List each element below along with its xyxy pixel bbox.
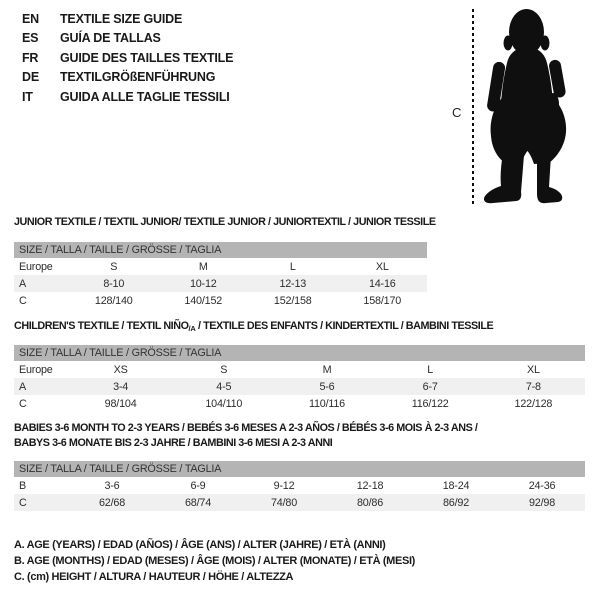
- size-cell: 14-16: [368, 277, 396, 290]
- row-label: A: [19, 380, 27, 393]
- footnote-b: B. AGE (MONTHS) / EDAD (MESES) / ÂGE (MO…: [14, 555, 415, 567]
- size-cell: XL: [526, 363, 540, 376]
- size-bar-label: SIZE / TALLA / TAILLE / GRÖSSE / TAGLIA: [14, 242, 427, 258]
- size-cell: 7-8: [525, 380, 541, 393]
- height-dashed-line: [472, 9, 474, 205]
- size-cell: 68/74: [184, 496, 212, 509]
- size-cell: 8-10: [103, 277, 125, 290]
- language-title: TEXTILE SIZE GUIDE: [60, 11, 183, 26]
- size-cell: XL: [375, 260, 389, 273]
- row-label: A: [19, 277, 27, 290]
- height-measure-c-label: C: [452, 105, 462, 120]
- size-cell: 12-18: [356, 479, 384, 492]
- size-cell: M: [198, 260, 208, 273]
- children-heading-prefix: CHILDREN'S TEXTILE / TEXTIL NIÑO: [14, 320, 189, 332]
- size-bar-row: SIZE / TALLA / TAILLE / GRÖSSE / TAGLIA: [14, 242, 427, 258]
- size-cell: 4-5: [216, 380, 232, 393]
- language-code: ES: [22, 31, 39, 46]
- size-cell: 10-12: [189, 277, 217, 290]
- language-title: GUIDE DES TAILLES TEXTILE: [60, 50, 234, 65]
- size-cell: 98/104: [104, 397, 137, 410]
- row-label: B: [19, 479, 27, 492]
- size-cell: 62/68: [98, 496, 126, 509]
- size-cell: M: [322, 363, 332, 376]
- language-row-fr: FR GUIDE DES TAILLES TEXTILE: [22, 48, 233, 68]
- size-cell: 122/128: [514, 397, 553, 410]
- children-size-table: SIZE / TALLA / TAILLE / GRÖSSE / TAGLIA …: [14, 345, 585, 412]
- size-cell: 80/86: [356, 496, 384, 509]
- junior-row-europe: Europe S M L XL: [14, 258, 427, 275]
- size-cell: L: [427, 363, 434, 376]
- row-label: C: [19, 496, 27, 509]
- size-cell: 24-36: [528, 479, 556, 492]
- children-row-europe: Europe XS S M L XL: [14, 361, 585, 378]
- children-heading-subscript: /A: [188, 324, 196, 333]
- size-cell: 5-6: [319, 380, 335, 393]
- size-cell: L: [289, 260, 296, 273]
- children-row-a: A 3-4 4-5 5-6 6-7 7-8: [14, 378, 585, 395]
- size-cell: 110/116: [308, 397, 345, 410]
- language-title: GUIDA ALLE TAGLIE TESSILI: [60, 89, 230, 104]
- size-bar-label: SIZE / TALLA / TAILLE / GRÖSSE / TAGLIA: [14, 461, 585, 477]
- children-section-heading: CHILDREN'S TEXTILE / TEXTIL NIÑO/A / TEX…: [14, 319, 494, 337]
- size-cell: 116/122: [411, 397, 449, 410]
- language-code: DE: [22, 70, 39, 85]
- size-cell: 128/140: [94, 294, 133, 307]
- size-bar-row: SIZE / TALLA / TAILLE / GRÖSSE / TAGLIA: [14, 345, 585, 361]
- babies-heading-line1: BABIES 3-6 MONTH TO 2-3 YEARS / BEBÉS 3-…: [14, 422, 478, 434]
- babies-section-heading: BABIES 3-6 MONTH TO 2-3 YEARS / BEBÉS 3-…: [14, 421, 478, 450]
- size-cell: 3-4: [113, 380, 129, 393]
- footnote-a: A. AGE (YEARS) / EDAD (AÑOS) / ÂGE (ANS)…: [14, 539, 386, 551]
- size-cell: 152/158: [273, 294, 312, 307]
- size-bar-label: SIZE / TALLA / TAILLE / GRÖSSE / TAGLIA: [14, 345, 585, 361]
- junior-row-a: A 8-10 10-12 12-13 14-16: [14, 275, 427, 292]
- footnote-block: A. AGE (YEARS) / EDAD (AÑOS) / ÂGE (ANS)…: [14, 537, 415, 585]
- language-title: GUÍA DE TALLAS: [60, 31, 161, 46]
- babies-row-c: C 62/68 68/74 74/80 80/86 86/92 92/98: [14, 494, 585, 511]
- size-cell: 12-13: [279, 277, 307, 290]
- row-label: Europe: [19, 260, 53, 273]
- footnote-c: C. (cm) HEIGHT / ALTURA / HAUTEUR / HÖHE…: [14, 571, 294, 583]
- size-cell: 6-9: [190, 479, 206, 492]
- row-label: C: [19, 294, 27, 307]
- size-cell: S: [110, 260, 118, 273]
- junior-row-c: C 128/140 140/152 152/158 158/170: [14, 292, 427, 309]
- size-cell: 86/92: [442, 496, 470, 509]
- language-row-de: DE TEXTILGRÖßENFÜHRUNG: [22, 68, 233, 88]
- size-cell: S: [220, 363, 228, 376]
- language-row-it: IT GUIDA ALLE TAGLIE TESSILI: [22, 87, 233, 107]
- baby-silhouette-icon: [483, 9, 567, 204]
- size-cell: 92/98: [528, 496, 556, 509]
- children-row-c: C 98/104 104/110 110/116 116/122 122/128: [14, 395, 585, 412]
- size-cell: 104/110: [205, 397, 243, 410]
- size-cell: 3-6: [104, 479, 120, 492]
- junior-size-table: SIZE / TALLA / TAILLE / GRÖSSE / TAGLIA …: [14, 242, 427, 309]
- babies-row-b: B 3-6 6-9 9-12 12-18 18-24 24-36: [14, 477, 585, 494]
- size-bar-row: SIZE / TALLA / TAILLE / GRÖSSE / TAGLIA: [14, 461, 585, 477]
- babies-size-table: SIZE / TALLA / TAILLE / GRÖSSE / TAGLIA …: [14, 461, 585, 511]
- children-heading-suffix: / TEXTILE DES ENFANTS / KINDERTEXTIL / B…: [195, 320, 494, 332]
- language-row-es: ES GUÍA DE TALLAS: [22, 29, 233, 49]
- size-cell: 18-24: [442, 479, 470, 492]
- language-code: EN: [22, 11, 39, 26]
- size-cell: 158/170: [363, 294, 402, 307]
- language-code: FR: [22, 50, 39, 65]
- babies-heading-line2: BABYS 3-6 MONATE BIS 2-3 JAHRE / BAMBINI…: [14, 436, 333, 449]
- row-label: C: [19, 397, 27, 410]
- size-cell: 6-7: [422, 380, 438, 393]
- language-code: IT: [22, 89, 33, 104]
- junior-section-heading: JUNIOR TEXTILE / TEXTIL JUNIOR/ TEXTILE …: [14, 216, 436, 228]
- language-title-block: EN TEXTILE SIZE GUIDE ES GUÍA DE TALLAS …: [22, 9, 233, 107]
- size-cell: 9-12: [273, 479, 295, 492]
- row-label: Europe: [19, 363, 53, 376]
- language-title: TEXTILGRÖßENFÜHRUNG: [60, 70, 216, 85]
- size-cell: XS: [113, 363, 128, 376]
- language-row-en: EN TEXTILE SIZE GUIDE: [22, 9, 233, 29]
- size-cell: 74/80: [270, 496, 298, 509]
- size-cell: 140/152: [184, 294, 223, 307]
